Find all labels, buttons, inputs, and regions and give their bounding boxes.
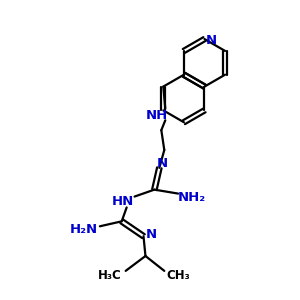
Text: N: N <box>206 34 217 46</box>
Text: NH: NH <box>146 109 169 122</box>
Text: NH₂: NH₂ <box>178 191 206 204</box>
Text: HN: HN <box>112 195 134 208</box>
Text: CH₃: CH₃ <box>166 269 190 282</box>
Text: N: N <box>146 228 157 241</box>
Text: N: N <box>157 158 168 170</box>
Text: H₂N: H₂N <box>70 223 98 236</box>
Text: H₃C: H₃C <box>98 269 122 282</box>
